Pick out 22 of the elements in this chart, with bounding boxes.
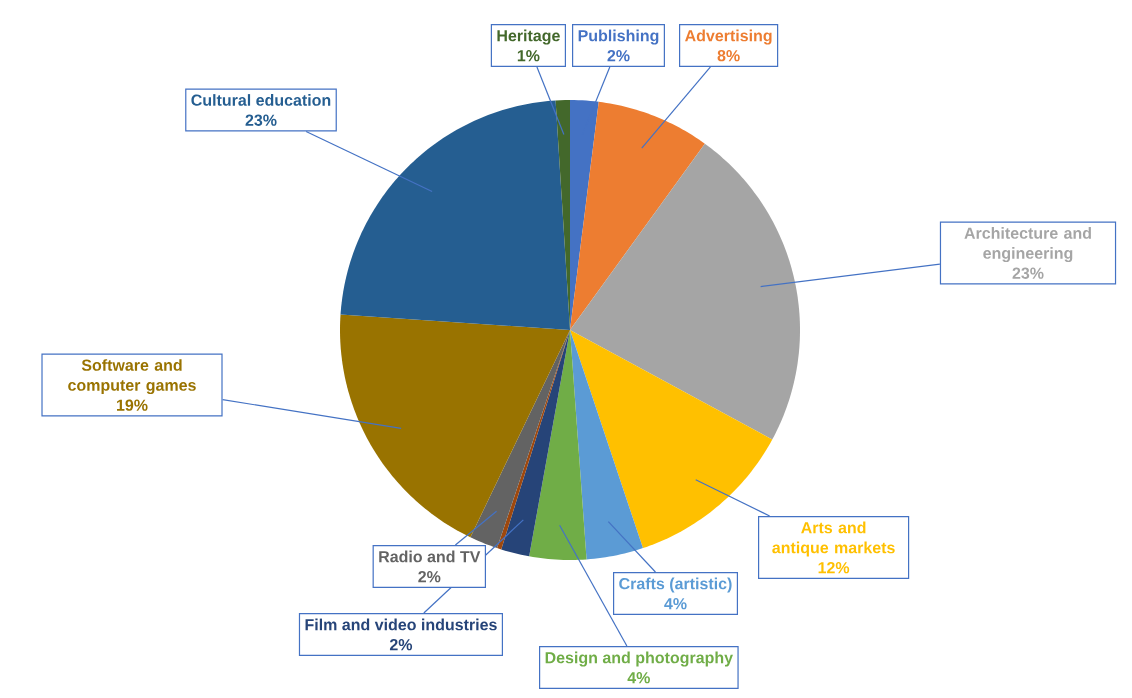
data-label: 23%	[245, 114, 277, 126]
data-label: 2%	[389, 639, 413, 651]
data-label: 4%	[627, 672, 650, 684]
slice-label: Publishing	[578, 29, 659, 45]
data-label: 19%	[117, 399, 148, 411]
slice-label: Film and video industries	[305, 618, 497, 631]
slice-label: Heritage	[497, 29, 560, 45]
data-label: 4%	[664, 598, 687, 610]
data-label: 12%	[818, 562, 850, 574]
slice-label: Software and computer games	[68, 359, 196, 395]
slice-label: Crafts (artistic)	[619, 577, 732, 593]
slice-label: Advertising	[685, 29, 772, 45]
slice-label: Radio and TV	[379, 550, 481, 563]
data-label: 1%	[517, 50, 540, 62]
data-label: 2%	[607, 50, 630, 62]
slice-label: Cultural education	[191, 94, 331, 106]
data-label: 8%	[717, 50, 740, 62]
data-label: 23%	[1012, 267, 1044, 279]
slice-label: Architecture and engineering	[964, 227, 1091, 263]
slice-label: Design and photography	[545, 651, 733, 667]
slice-label: Arts and antique markets	[772, 521, 895, 557]
data-label: 2%	[418, 571, 441, 583]
